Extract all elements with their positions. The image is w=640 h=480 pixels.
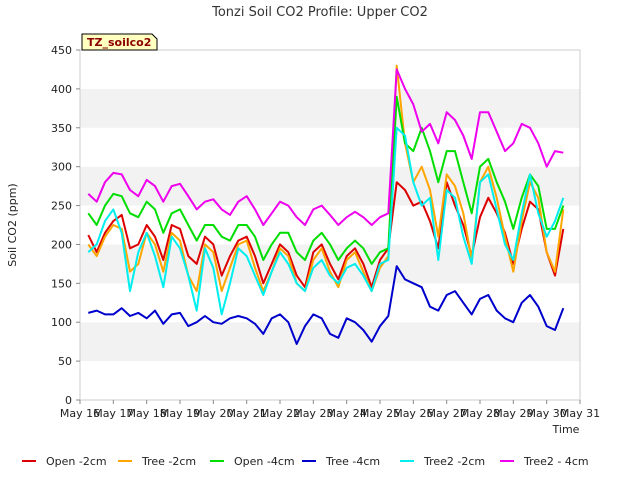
x-tick-label: May 30 (527, 407, 567, 420)
series-layer (87, 64, 565, 345)
y-axis: 0 50 100 150 200 250 300 350 400 450 (51, 44, 80, 407)
series-line-6 (87, 68, 564, 226)
series-line-3 (87, 95, 565, 265)
x-axis-label: Time (552, 423, 580, 436)
series-line-4 (88, 265, 565, 345)
plot-area (79, 49, 581, 401)
legend-label: Tree -2cm (141, 455, 196, 468)
x-tick-label: May 21 (227, 407, 267, 420)
x-tick-label: May 22 (260, 407, 300, 420)
legend: Open -2cm Tree -2cm Open -4cm Tree -4cm Tree… (22, 455, 589, 468)
legend-label: Tree -4cm (325, 455, 380, 468)
x-tick-label: May 28 (460, 407, 500, 420)
chart-title: Tonzi Soil CO2 Profile: Upper CO2 (211, 5, 428, 20)
x-tick-label: May 18 (127, 407, 167, 420)
grid-band (80, 322, 580, 362)
grid-band (80, 283, 580, 323)
x-tick-label: May 19 (160, 407, 200, 420)
x-tick-label: May 16 (60, 407, 100, 420)
y-tick-label: 450 (51, 44, 72, 57)
series-line-2 (87, 64, 565, 293)
x-tick-label: May 23 (293, 407, 333, 420)
x-tick-label: May 24 (327, 407, 367, 420)
x-tick-label: May 20 (193, 407, 233, 420)
series-line-5 (87, 126, 565, 316)
y-tick-label: 100 (51, 316, 72, 329)
x-tick-label: May 17 (93, 407, 133, 420)
badge-label: TZ_soilco2 (87, 36, 151, 49)
x-tick-label: May 25 (360, 407, 400, 420)
legend-label: Tree2 -2cm (423, 455, 485, 468)
y-tick-label: 200 (51, 238, 72, 251)
grid-band (80, 50, 580, 89)
x-tick-label: May 26 (393, 407, 433, 420)
x-tick-label: May 29 (493, 407, 533, 420)
x-tick-label: May 27 (427, 407, 467, 420)
y-axis-label: Soil CO2 (ppm) (6, 183, 19, 266)
y-tick-label: 0 (65, 394, 72, 407)
y-tick-label: 350 (51, 122, 72, 135)
grid-bands (80, 50, 580, 400)
legend-label: Open -2cm (46, 455, 107, 468)
legend-label: Tree2 - 4cm (523, 455, 589, 468)
grid-band (80, 361, 580, 400)
grid-band (80, 88, 580, 128)
y-tick-label: 250 (51, 200, 72, 213)
y-tick-label: 400 (51, 83, 72, 96)
x-tick-label: May 31 (560, 407, 600, 420)
y-tick-label: 50 (58, 355, 72, 368)
y-tick-label: 300 (51, 161, 72, 174)
grid-band (80, 127, 580, 167)
series-line-1 (87, 181, 565, 289)
legend-label: Open -4cm (234, 455, 295, 468)
y-tick-label: 150 (51, 277, 72, 290)
badge: TZ_soilco2 (81, 33, 158, 51)
